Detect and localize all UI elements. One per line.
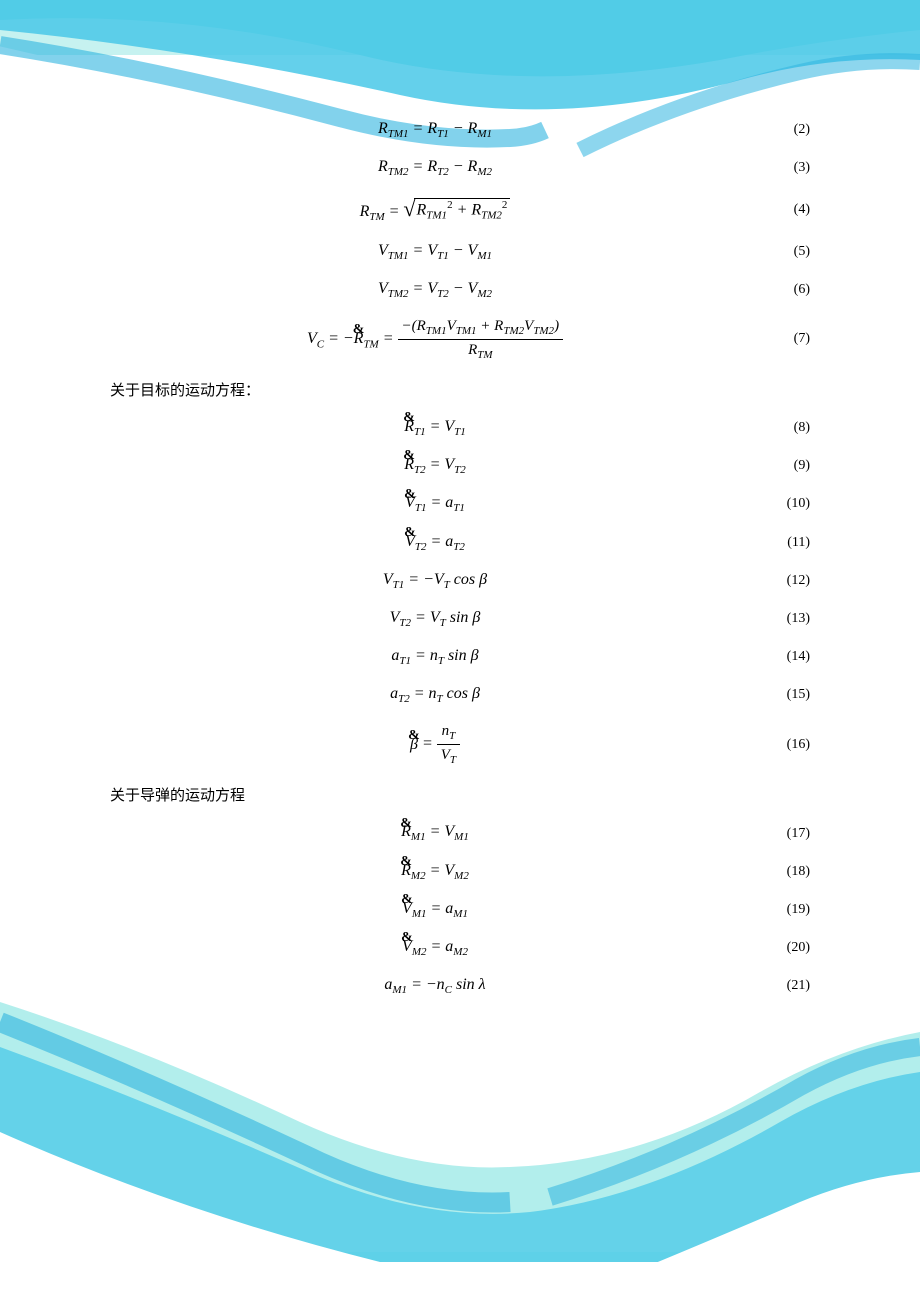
equation-formula: VT2 = VT sin β xyxy=(110,609,760,629)
equation-row: RTM1 = RT1 − RM1 (2) xyxy=(110,120,810,140)
equation-formula: VT1 = aT1 xyxy=(110,494,760,514)
equation-formula: RTM1 = RT1 − RM1 xyxy=(110,120,760,140)
equation-row: VT2 = VT sin β (13) xyxy=(110,609,810,629)
equation-row: aT2 = nT cos β (15) xyxy=(110,685,810,705)
equation-formula: VM2 = aM2 xyxy=(110,938,760,958)
equation-number: (5) xyxy=(760,244,810,260)
equation-row: RTM2 = RT2 − RM2 (3) xyxy=(110,158,810,178)
equation-formula: aT1 = nT sin β xyxy=(110,647,760,667)
equation-formula: RTM = √RTM12 + RTM22 xyxy=(110,196,760,223)
equation-formula: RT1 = VT1 xyxy=(110,418,760,438)
equation-row: VTM1 = VT1 − VM1 (5) xyxy=(110,242,810,262)
equation-number: (18) xyxy=(760,864,810,880)
equation-number: (11) xyxy=(760,535,810,551)
equation-content: RTM1 = RT1 − RM1 (2) RTM2 = RT2 − RM2 (3… xyxy=(0,0,920,1074)
equation-number: (20) xyxy=(760,940,810,956)
equation-row: RM2 = VM2 (18) xyxy=(110,862,810,882)
equation-row: VT1 = −VT cos β (12) xyxy=(110,571,810,591)
equation-number: (4) xyxy=(760,202,810,218)
equation-row: VC = −RTM = −(RTM1VTM1 + RTM2VTM2) RTM (… xyxy=(110,318,810,361)
equation-formula: β = nT VT xyxy=(110,723,760,766)
equation-row: VM2 = aM2 (20) xyxy=(110,938,810,958)
equation-formula: VM1 = aM1 xyxy=(110,900,760,920)
equation-row: RTM = √RTM12 + RTM22 (4) xyxy=(110,196,810,223)
equation-number: (13) xyxy=(760,611,810,627)
equation-formula: VT2 = aT2 xyxy=(110,533,760,553)
equation-number: (7) xyxy=(760,331,810,347)
equation-formula: aM1 = −nC sin λ xyxy=(110,976,760,996)
equation-row: β = nT VT (16) xyxy=(110,723,810,766)
equation-formula: VT1 = −VT cos β xyxy=(110,571,760,591)
equation-row: VTM2 = VT2 − VM2 (6) xyxy=(110,280,810,300)
equation-formula: RM2 = VM2 xyxy=(110,862,760,882)
equation-number: (3) xyxy=(760,160,810,176)
equation-number: (15) xyxy=(760,687,810,703)
equation-row: VM1 = aM1 (19) xyxy=(110,900,810,920)
equation-number: (2) xyxy=(760,122,810,138)
equation-number: (8) xyxy=(760,420,810,436)
equation-number: (19) xyxy=(760,902,810,918)
equation-formula: RM1 = VM1 xyxy=(110,823,760,843)
equation-formula: VTM2 = VT2 − VM2 xyxy=(110,280,760,300)
equation-row: RM1 = VM1 (17) xyxy=(110,823,810,843)
equation-number: (6) xyxy=(760,282,810,298)
equation-row: VT1 = aT1 (10) xyxy=(110,494,810,514)
equation-number: (9) xyxy=(760,458,810,474)
equation-formula: VC = −RTM = −(RTM1VTM1 + RTM2VTM2) RTM xyxy=(110,318,760,361)
equation-formula: aT2 = nT cos β xyxy=(110,685,760,705)
equation-formula: VTM1 = VT1 − VM1 xyxy=(110,242,760,262)
equation-row: RT1 = VT1 (8) xyxy=(110,418,810,438)
equation-row: aM1 = −nC sin λ (21) xyxy=(110,976,810,996)
equation-number: (21) xyxy=(760,978,810,994)
equation-formula: RT2 = VT2 xyxy=(110,456,760,476)
equation-number: (10) xyxy=(760,496,810,512)
equation-formula: RTM2 = RT2 − RM2 xyxy=(110,158,760,178)
equation-number: (16) xyxy=(760,737,810,753)
equation-number: (17) xyxy=(760,826,810,842)
equation-row: RT2 = VT2 (9) xyxy=(110,456,810,476)
equation-number: (12) xyxy=(760,573,810,589)
equation-number: (14) xyxy=(760,649,810,665)
section-label-missile: 关于导弹的运动方程 xyxy=(110,784,810,805)
equation-row: VT2 = aT2 (11) xyxy=(110,533,810,553)
equation-row: aT1 = nT sin β (14) xyxy=(110,647,810,667)
section-label-target: 关于目标的运动方程： xyxy=(110,379,810,400)
